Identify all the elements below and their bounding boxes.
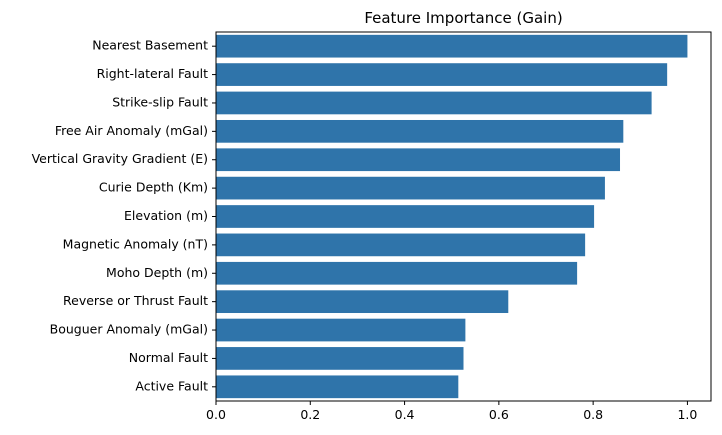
bar-10: [216, 290, 509, 314]
x-tick-labels: 0.0 0.2 0.4 0.6 0.8 1.0: [206, 401, 697, 422]
bar-1: [216, 34, 688, 58]
bar-11: [216, 318, 466, 342]
y-tick-label: Normal Fault: [129, 350, 208, 365]
y-tick-label: Free Air Anomaly (mGal): [55, 123, 208, 138]
y-tick-label: Moho Depth (m): [106, 265, 208, 280]
x-tick-label: 1.0: [677, 407, 697, 422]
bars-group: [216, 34, 688, 399]
bar-12: [216, 347, 464, 370]
y-tick-label: Curie Depth (Km): [99, 180, 208, 195]
bar-8: [216, 233, 586, 257]
y-tick-label: Reverse or Thrust Fault: [63, 293, 208, 308]
x-tick-label: 0.8: [583, 407, 603, 422]
bar-2: [216, 63, 668, 86]
plot-border: [215, 31, 712, 402]
x-tick-label: 0.2: [300, 407, 320, 422]
y-tick-label: Elevation (m): [124, 208, 208, 223]
bar-9: [216, 261, 578, 285]
x-tick-label: 0.6: [489, 407, 509, 422]
bar-6: [216, 176, 605, 200]
plot-frame: [215, 31, 712, 402]
chart-title: Feature Importance (Gain): [364, 9, 562, 27]
x-tick-label: 0.4: [395, 407, 415, 422]
bar-7: [216, 205, 595, 228]
y-tick-labels: Nearest Basement Right-lateral Fault Strik…: [32, 38, 216, 393]
bar-4: [216, 119, 624, 143]
bar-13: [216, 375, 459, 399]
y-tick-label: Magnetic Anomaly (nT): [63, 236, 208, 251]
y-tick-label: Active Fault: [135, 378, 208, 393]
y-tick-label: Bouguer Anomaly (mGal): [50, 322, 208, 337]
bar-3: [216, 91, 652, 115]
y-tick-label: Strike-slip Fault: [112, 94, 208, 109]
x-tick-label: 0.0: [206, 407, 226, 422]
y-tick-label: Nearest Basement: [92, 38, 208, 53]
y-tick-label: Vertical Gravity Gradient (E): [32, 151, 208, 166]
bar-5: [216, 148, 621, 172]
y-tick-label: Right-lateral Fault: [97, 66, 208, 81]
